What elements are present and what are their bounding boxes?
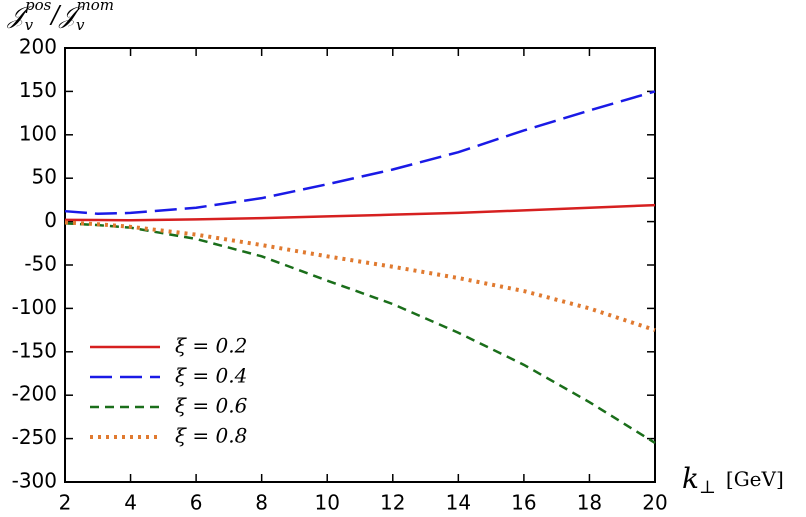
series-line — [64, 203, 656, 222]
x-tick-label: 16 — [511, 491, 536, 515]
y-tick-label: -250 — [12, 425, 57, 449]
y-tick-label: 50 — [32, 165, 57, 189]
x-tick-label: 6 — [190, 491, 203, 515]
y-tick-label: -100 — [12, 295, 57, 319]
y-tick-label: 200 — [19, 35, 57, 59]
plot-frame — [64, 47, 656, 483]
series-line — [64, 222, 656, 445]
x-tick-label: 10 — [314, 491, 339, 515]
x-tick-label: 4 — [124, 491, 137, 515]
x-tick-label: 8 — [255, 491, 268, 515]
series-line — [64, 220, 656, 332]
legend-label: ξ = 0.4 — [175, 364, 247, 388]
x-tick-label: 2 — [59, 491, 72, 515]
y-tick-label: -50 — [24, 252, 57, 276]
x-tick-label: 14 — [446, 491, 471, 515]
y-tick-label: 0 — [44, 208, 57, 232]
y-tick-label: -300 — [12, 469, 57, 493]
legend-label: ξ = 0.6 — [175, 394, 248, 418]
x-tick-label: 18 — [577, 491, 602, 515]
y-axis-label: 𝒥vpos/𝒥vmom — [7, 0, 114, 34]
y-tick-label: 150 — [19, 78, 57, 102]
x-axis-label: k⊥ [GeV] — [682, 462, 784, 499]
y-tick-label: 100 — [19, 121, 57, 145]
series-line — [64, 90, 656, 216]
y-tick-label: -150 — [12, 338, 57, 362]
legend-label: ξ = 0.2 — [175, 334, 247, 358]
x-tick-label: 20 — [642, 491, 667, 515]
x-tick-label: 12 — [380, 491, 405, 515]
y-tick-label: -200 — [12, 382, 57, 406]
legend-label: ξ = 0.8 — [175, 424, 247, 448]
